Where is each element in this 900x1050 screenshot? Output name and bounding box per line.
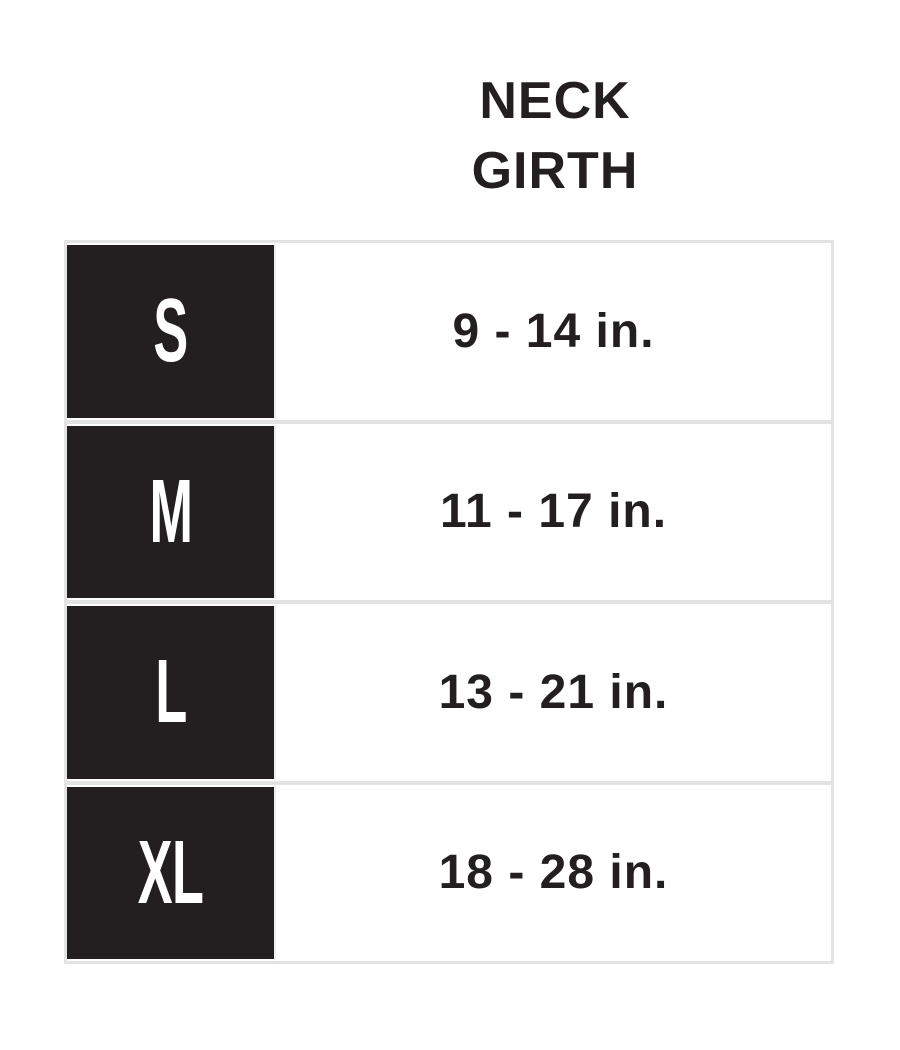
girth-value: 11 - 17 in. [439,485,668,539]
table-row-xl: XL 18 - 28 in. [67,784,831,961]
size-cell-s: S [67,243,276,420]
girth-value: 9 - 14 in. [452,304,655,358]
size-label: M [149,461,192,562]
size-cell-xl: XL [67,784,276,961]
size-label: XL [137,822,204,923]
chart-title-line-1: NECK [479,72,631,130]
girth-value: 18 - 28 in. [438,846,669,900]
size-cell-l: L [67,604,276,781]
table-row-l: L 13 - 21 in. [67,604,831,785]
size-label: S [153,281,188,382]
size-cell-m: M [67,423,276,600]
size-label: L [154,642,187,743]
girth-value: 13 - 21 in. [438,665,669,719]
chart-title-line-2: GIRTH [471,142,639,200]
table-row-s: S 9 - 14 in. [67,243,831,424]
chart-title: NECK GIRTH [277,66,833,206]
table-row-m: M 11 - 17 in. [67,423,831,604]
size-chart-table: S 9 - 14 in. M 11 - 17 in. L 13 - 21 in.… [64,240,834,964]
